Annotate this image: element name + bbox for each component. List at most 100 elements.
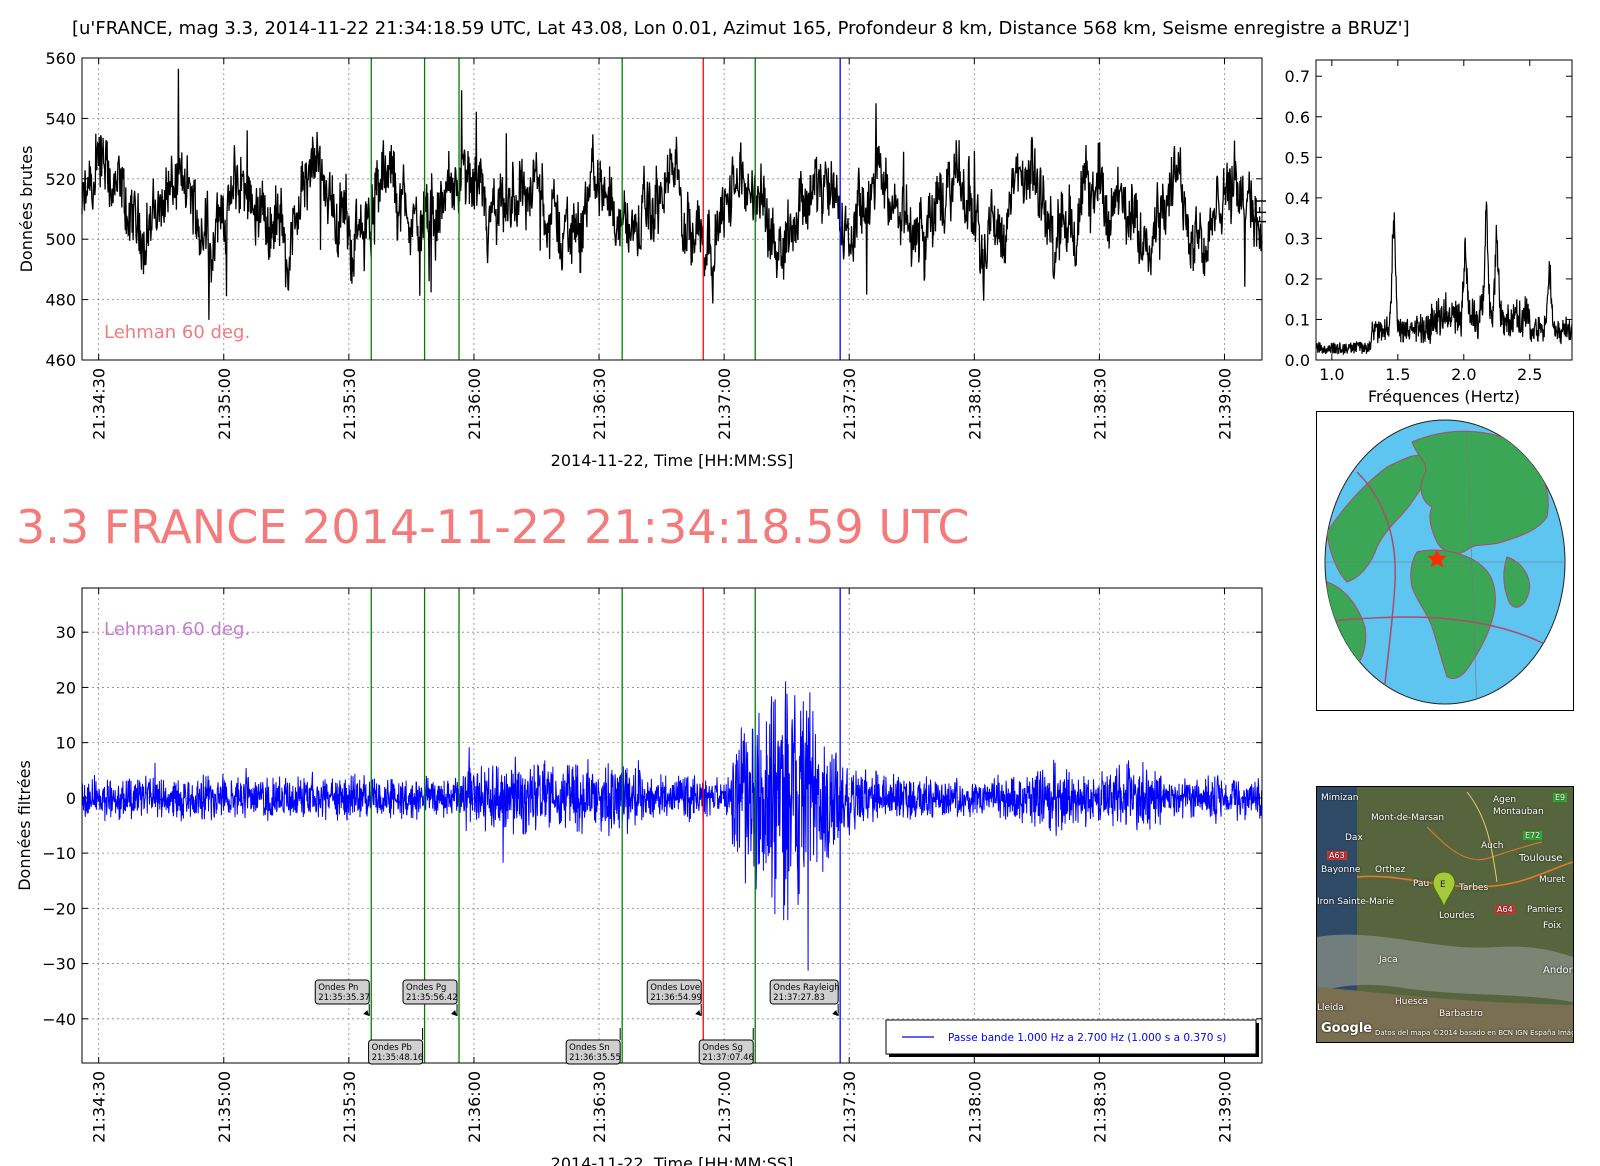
map-label-mimizan: Mimizan [1321, 793, 1359, 803]
map-label-andor: Andor [1543, 965, 1573, 976]
phase-label-time: 21:36:54.99 [650, 993, 702, 1003]
map-label-huesca: Huesca [1395, 997, 1429, 1007]
phase-label-name: Ondes Pg [406, 983, 446, 993]
phase-label-name: Ondes Sg [702, 1043, 743, 1053]
map-label-a63: A63 [1327, 851, 1347, 860]
x-tick-label: 21:39:00 [1215, 1071, 1234, 1143]
fft-chart: 0.0 0.1 0.2 0.3 0.4 0.5 0.6 0.7 1.0 1.5 2.0 2.5 Fréq… [1251, 59, 1573, 406]
phase-arrow-head [363, 1010, 370, 1016]
map-terrain: E [1317, 787, 1573, 1042]
raw-trace [81, 68, 1263, 320]
y-tick-label: −30 [42, 955, 76, 974]
fft-y-tick-label: 0.6 [1285, 108, 1310, 127]
phase-arrow-head [451, 1010, 458, 1016]
x-tick-label: 21:36:30 [590, 1071, 609, 1143]
fft-y-tick-label: 0.2 [1285, 270, 1310, 289]
legend-label: Passe bande 1.000 Hz a 2.700 Hz (1.000 s… [948, 1032, 1226, 1044]
map-label-e9: E9 [1553, 793, 1568, 802]
phase-label-name: Ondes Sn [569, 1043, 610, 1053]
y-tick-label: 560 [45, 49, 76, 68]
map-label-e72: E72 [1523, 831, 1543, 840]
map-label-jaca: Jaca [1379, 955, 1398, 965]
x-tick-label: 21:34:30 [90, 1071, 109, 1143]
phase-label-time: 21:37:07.46 [702, 1053, 754, 1063]
y-tick-label: 30 [56, 623, 76, 642]
y-tick-label: 20 [56, 678, 76, 697]
phase-label-time: 21:35:56.42 [406, 993, 458, 1003]
globe-image [1324, 419, 1566, 705]
phase-label-box [646, 979, 702, 1005]
phase-label-time: 21:35:48.16 [372, 1053, 424, 1063]
fft-y-tick-label: 0.7 [1285, 67, 1310, 86]
phase-label-box [698, 1039, 754, 1065]
phase-label-time: 21:37:27.83 [773, 993, 825, 1003]
map-label-barbastro: Barbastro [1439, 1009, 1483, 1019]
epicenter-star-icon [1427, 549, 1447, 568]
phase-label-box [368, 1039, 424, 1065]
fft-x-tick-label: 2.0 [1451, 365, 1476, 384]
map-label-pau: Pau [1413, 879, 1430, 889]
map-label-lourdes: Lourdes [1439, 911, 1475, 921]
y-tick-label: −20 [42, 899, 76, 918]
y-tick-label: 0 [66, 789, 76, 808]
map-label-pamiers: Pamiers [1527, 905, 1563, 915]
x-tick-label: 21:35:30 [340, 1071, 359, 1143]
x-tick-label: 21:37:30 [840, 368, 859, 440]
map-label-mont-de-marsan: Mont-de-Marsan [1371, 813, 1445, 823]
fft-y-tick-label: 0.1 [1285, 310, 1310, 329]
event-title: 3.3 FRANCE 2014-11-22 21:34:18.59 UTC [16, 500, 970, 554]
y-tick-label: 480 [45, 291, 76, 310]
y-tick-label: 540 [45, 109, 76, 128]
phase-label-name: Ondes Rayleigh [773, 983, 840, 993]
x-axis-label: 2014-11-22, Time [HH:MM:SS] [551, 1154, 794, 1166]
fft-y-tick-label: 0.4 [1285, 189, 1310, 208]
x-tick-label: 21:35:30 [340, 368, 359, 440]
fft-x-tick-label: 1.0 [1319, 365, 1344, 384]
map-label-lleida: Lleida [1317, 1003, 1344, 1013]
x-tick-label: 21:38:00 [965, 368, 984, 440]
map-label-muret: Muret [1539, 875, 1566, 885]
x-tick-label: 21:35:00 [215, 1071, 234, 1143]
y-tick-label: −40 [42, 1010, 76, 1029]
phase-arrow-head [832, 1010, 839, 1016]
map-label-agen: Agen [1493, 795, 1517, 805]
map-label-dax: Dax [1345, 833, 1363, 843]
map-attribution: Datos del mapa ©2014 basado en BCN IGN E… [1375, 1029, 1574, 1037]
x-tick-label: 21:36:30 [590, 368, 609, 440]
map-marker-icon [1432, 871, 1456, 909]
map-label-foix: Foix [1543, 921, 1562, 931]
phase-label-time: 21:36:35.55 [569, 1053, 621, 1063]
phase-arrow-head [695, 1010, 702, 1016]
raw-data-chart: 460 480 500 520 540 560 21:34:30 21:35:00 21:35:… [17, 49, 1263, 470]
x-tick-label: 21:36:00 [465, 1071, 484, 1143]
phase-label-box [565, 1039, 621, 1065]
map-label-toulouse: Toulouse [1519, 853, 1563, 864]
y-axis-label: Données brutes [17, 146, 36, 273]
x-tick-label: 21:39:00 [1215, 368, 1234, 440]
phase-label-box [314, 979, 370, 1005]
phase-label-name: Ondes Pb [372, 1043, 412, 1053]
fft-x-tick-label: 1.5 [1385, 365, 1410, 384]
map-label-a64: A64 [1495, 905, 1515, 914]
filtered-trace [81, 681, 1263, 971]
x-tick-label: 21:37:00 [715, 1071, 734, 1143]
y-tick-label: 460 [45, 351, 76, 370]
y-axis-label: Données filtrées [15, 760, 34, 891]
map-google-logo: Google [1321, 1021, 1373, 1036]
lehman-annotation: Lehman 60 deg. [104, 619, 250, 640]
lehman-annotation: Lehman 60 deg. [104, 322, 250, 343]
x-tick-label: 21:37:00 [715, 368, 734, 440]
fft-x-tick-label: 2.5 [1517, 365, 1542, 384]
phase-label-box [402, 979, 458, 1005]
phase-label-time: 21:35:35.37 [318, 993, 370, 1003]
map-label-montauban: Montauban [1493, 807, 1544, 817]
x-axis-label: 2014-11-22, Time [HH:MM:SS] [551, 451, 794, 470]
x-tick-label: 21:35:00 [215, 368, 234, 440]
header-title: [u'FRANCE, mag 3.3, 2014-11-22 21:34:18.… [72, 18, 1410, 39]
fft-y-axis-label: FFT [1251, 196, 1270, 224]
